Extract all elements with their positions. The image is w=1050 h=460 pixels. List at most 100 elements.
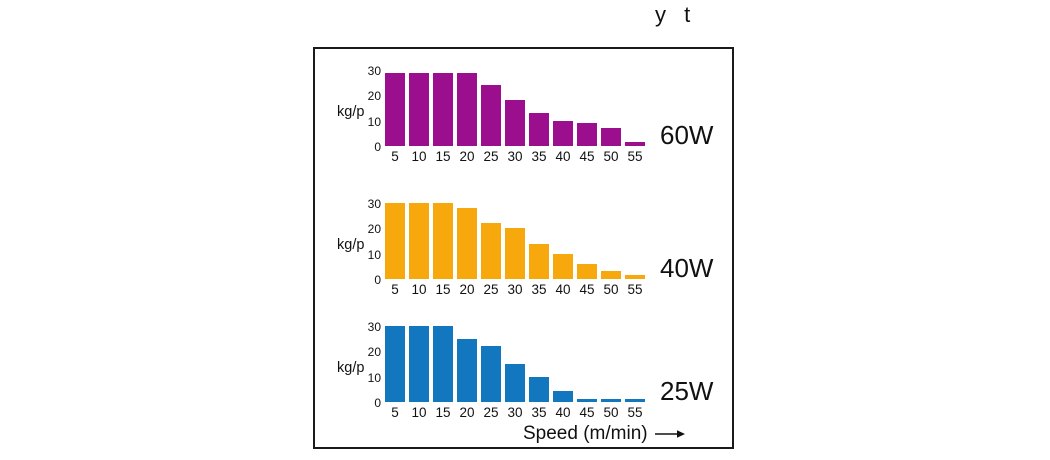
bar — [457, 72, 477, 146]
series-label-60w: 60W — [660, 120, 714, 150]
bar — [577, 123, 597, 146]
chart-frame: kg/p 30 20 10 0 5 10 15 20 25 30 35 40 45 50 55 60W k… — [313, 47, 734, 449]
x-tick-label: 20 — [459, 282, 475, 297]
x-tick-label: 55 — [627, 405, 643, 420]
x-tick-label: 35 — [531, 282, 547, 297]
bar — [553, 390, 573, 402]
bar — [529, 243, 549, 279]
x-tick-label: 50 — [603, 282, 619, 297]
y-tick-label: 30 — [367, 320, 381, 334]
bar — [505, 228, 525, 279]
x-axis-title-text: Speed (m/min) — [523, 423, 648, 444]
x-tick-label: 50 — [603, 405, 619, 420]
bar — [553, 253, 573, 279]
plot-area — [385, 70, 645, 146]
chart-25w: kg/p 30 20 10 0 5 10 15 20 25 30 35 40 45 50 55 25W — [315, 320, 732, 426]
y-tick-label: 20 — [367, 222, 381, 237]
y-axis-title: kg/p — [337, 104, 365, 120]
x-tick-label: 40 — [555, 405, 571, 420]
bar — [577, 263, 597, 279]
x-tick-label: 15 — [435, 282, 451, 297]
x-tick-label: 5 — [391, 405, 399, 420]
y-tick-label: 10 — [367, 247, 381, 262]
bar — [625, 399, 645, 402]
right-arrow-icon — [654, 430, 685, 438]
x-tick-label: 40 — [555, 149, 571, 164]
bar — [433, 203, 453, 279]
x-axis-labels: 5 10 15 20 25 30 35 40 45 50 55 — [385, 405, 645, 420]
y-tick-label: 0 — [374, 140, 381, 154]
bar — [505, 100, 525, 146]
plot-area — [385, 326, 645, 402]
y-tick-label: 20 — [367, 89, 381, 104]
y-tick-label: 10 — [367, 114, 381, 129]
x-tick-label: 35 — [531, 149, 547, 164]
plot-area — [385, 203, 645, 279]
x-tick-label: 5 — [391, 149, 399, 164]
bar — [457, 208, 477, 279]
bar — [481, 223, 501, 279]
bar — [529, 113, 549, 146]
y-tick-label: 30 — [367, 64, 381, 78]
x-tick-label: 45 — [579, 149, 595, 164]
y-tick-label: 0 — [374, 273, 381, 287]
bar — [601, 399, 621, 402]
x-tick-label: 55 — [627, 149, 643, 164]
bar — [505, 364, 525, 402]
bar — [601, 271, 621, 279]
bar — [625, 142, 645, 146]
x-tick-label: 25 — [483, 149, 499, 164]
y-tick-label: 20 — [367, 345, 381, 360]
x-tick-label: 50 — [603, 149, 619, 164]
y-axis-title: kg/p — [337, 360, 365, 376]
x-tick-label: 10 — [411, 405, 427, 420]
x-tick-label: 25 — [483, 405, 499, 420]
series-label-25w: 25W — [660, 376, 714, 406]
x-tick-label: 45 — [579, 405, 595, 420]
x-tick-label: 10 — [411, 282, 427, 297]
x-tick-label: 45 — [579, 282, 595, 297]
bar — [433, 72, 453, 146]
bar — [625, 275, 645, 279]
x-tick-label: 25 — [483, 282, 499, 297]
y-tick-label: 0 — [374, 396, 381, 410]
bar — [601, 128, 621, 146]
y-axis: 30 20 10 0 — [355, 64, 381, 154]
series-label-40w: 40W — [660, 253, 714, 283]
x-tick-label: 35 — [531, 405, 547, 420]
bar — [385, 72, 405, 146]
x-tick-label: 20 — [459, 149, 475, 164]
x-axis-labels: 5 10 15 20 25 30 35 40 45 50 55 — [385, 149, 645, 164]
chart-60w: kg/p 30 20 10 0 5 10 15 20 25 30 35 40 45 50 55 60W — [315, 64, 732, 170]
bar — [385, 326, 405, 402]
x-tick-label: 10 — [411, 149, 427, 164]
y-axis: 30 20 10 0 — [355, 197, 381, 287]
x-tick-label: 55 — [627, 282, 643, 297]
x-axis-labels: 5 10 15 20 25 30 35 40 45 50 55 — [385, 282, 645, 297]
y-axis: 30 20 10 0 — [355, 320, 381, 410]
bar — [409, 72, 429, 146]
bar — [409, 326, 429, 402]
bar — [457, 338, 477, 402]
y-axis-title: kg/p — [337, 237, 365, 253]
x-tick-label: 15 — [435, 405, 451, 420]
bar — [433, 326, 453, 402]
chart-40w: kg/p 30 20 10 0 5 10 15 20 25 30 35 40 45 50 55 40W — [315, 197, 732, 303]
x-tick-label: 30 — [507, 282, 523, 297]
x-tick-label: 15 — [435, 149, 451, 164]
bar — [577, 399, 597, 402]
x-axis-title: Speed (m/min) — [523, 423, 685, 445]
y-tick-label: 30 — [367, 197, 381, 211]
bar — [481, 346, 501, 402]
x-tick-label: 30 — [507, 149, 523, 164]
figure-title: y t — [655, 2, 697, 27]
bar — [529, 376, 549, 402]
y-tick-label: 10 — [367, 370, 381, 385]
bar — [409, 203, 429, 279]
x-tick-label: 5 — [391, 282, 399, 297]
bar — [481, 85, 501, 146]
bar — [553, 120, 573, 146]
x-tick-label: 30 — [507, 405, 523, 420]
bar — [385, 203, 405, 279]
x-tick-label: 40 — [555, 282, 571, 297]
